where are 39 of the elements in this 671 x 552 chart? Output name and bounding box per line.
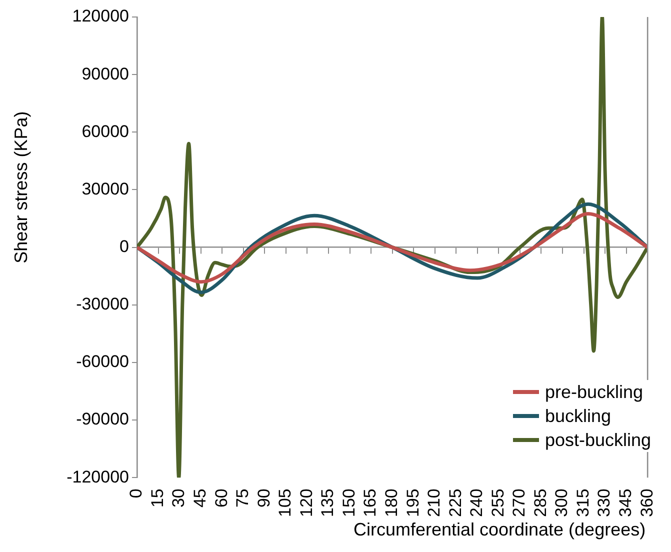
legend-label: buckling	[544, 406, 611, 426]
x-tick-label: 225	[446, 488, 465, 518]
x-tick-label: 15	[148, 488, 167, 508]
y-tick-label: -60000	[76, 352, 129, 372]
x-tick-label: 165	[360, 488, 380, 518]
x-tick-label: 120	[296, 488, 316, 518]
y-tick-label: -120000	[66, 467, 129, 486]
y-axis-title: Shear stress (KPa)	[10, 111, 31, 264]
x-tick-label: 285	[530, 488, 550, 518]
x-tick-label: 135	[318, 488, 338, 518]
x-tick-label: 105	[276, 488, 295, 518]
x-tick-label: 195	[403, 488, 422, 518]
y-tick-label: 60000	[82, 122, 129, 141]
x-tick-label: 150	[339, 488, 358, 518]
x-tick-label: 90	[254, 488, 274, 508]
x-tick-label: 75	[233, 488, 252, 508]
y-tick-label: 30000	[82, 179, 129, 198]
x-tick-label: 45	[190, 488, 210, 508]
x-tick-label: 345	[616, 488, 636, 518]
x-tick-label: 180	[382, 488, 401, 518]
x-tick-label: 240	[467, 488, 486, 518]
legend-label: pre-buckling	[544, 382, 643, 402]
x-tick-label: 255	[488, 488, 508, 518]
x-tick-label: 60	[212, 488, 231, 508]
x-tick-label: 315	[573, 488, 592, 518]
x-tick-label: 0	[126, 488, 146, 498]
y-tick-label: 0	[120, 237, 129, 256]
x-axis-title: Circumferential coordinate (degrees)	[353, 520, 646, 540]
y-tick-label: -30000	[76, 294, 129, 314]
legend-label: post-buckling	[544, 430, 651, 450]
x-tick-label: 270	[510, 488, 529, 518]
x-tick-label: 30	[169, 488, 188, 508]
x-tick-label: 360	[637, 488, 656, 518]
y-tick-label: -90000	[76, 410, 129, 429]
y-tick-label: 120000	[72, 6, 129, 26]
x-tick-label: 330	[594, 488, 614, 518]
x-tick-label: 210	[424, 488, 444, 518]
x-tick-label: 300	[552, 488, 572, 518]
y-tick-label: 90000	[82, 64, 129, 84]
